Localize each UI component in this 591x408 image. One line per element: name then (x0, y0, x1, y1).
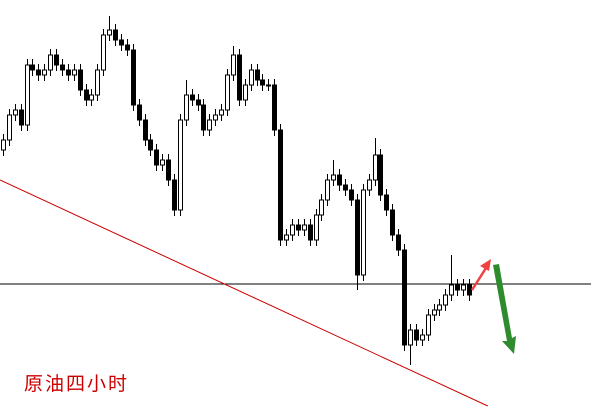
red-arrow-head (480, 259, 491, 271)
candle-body (72, 69, 77, 76)
candle-body (143, 119, 148, 141)
candle-body (166, 159, 171, 181)
candle-body (337, 174, 342, 186)
candle-body (131, 49, 136, 106)
candle-body (319, 199, 324, 216)
candle-body (331, 174, 336, 181)
candle-body (408, 329, 413, 346)
candle-body (25, 64, 30, 126)
candle-body (160, 159, 165, 166)
candle-body (184, 94, 189, 121)
candle-body (89, 94, 94, 101)
arrows (470, 259, 516, 354)
candle-body (272, 84, 277, 131)
candle-body (367, 179, 372, 191)
candle-body (278, 129, 283, 241)
candle-body (378, 154, 383, 196)
red-arrow-shaft (470, 267, 488, 291)
candle-body (243, 84, 248, 101)
candle-body (290, 224, 295, 236)
candle-body (420, 334, 425, 341)
candle-body (36, 69, 41, 76)
candle-body (260, 79, 265, 86)
candle-body (314, 214, 319, 241)
candle-body (266, 84, 271, 87)
candle-body (66, 69, 71, 76)
candle-body (213, 114, 218, 121)
candle-body (308, 224, 313, 241)
candle-body (349, 189, 354, 201)
candle-body (125, 44, 130, 51)
candle-body (467, 284, 472, 296)
candle-body (343, 184, 348, 191)
candle-body (1, 139, 6, 151)
candle-body (449, 284, 454, 296)
candle-body (284, 234, 289, 241)
candle-body (225, 74, 230, 111)
candle-body (426, 314, 431, 336)
candle-body (231, 54, 236, 76)
trend-line (0, 179, 488, 407)
candle-body (255, 69, 260, 81)
candle-body (84, 89, 89, 101)
candle-body (461, 284, 466, 291)
candle-body (390, 209, 395, 236)
green-arrow (493, 264, 516, 354)
candle-body (95, 69, 100, 96)
candle-body (296, 224, 301, 231)
candle-body (119, 39, 124, 46)
candle-body (373, 154, 378, 181)
candle-body (154, 149, 159, 166)
candle-body (455, 284, 460, 291)
candle-body (19, 109, 24, 126)
candle-body (437, 304, 442, 311)
candle-body (190, 94, 195, 101)
candle-body (237, 54, 242, 101)
candle-body (443, 294, 448, 306)
candle-body (361, 189, 366, 276)
candle-body (7, 114, 12, 141)
candle-body (384, 194, 389, 211)
candle-body (325, 179, 330, 201)
candle-body (201, 104, 206, 131)
candle-body (148, 139, 153, 151)
candle-body (137, 104, 142, 121)
candle-body (178, 119, 183, 211)
candle-body (396, 234, 401, 251)
candle-body (13, 109, 18, 116)
candle-body (432, 309, 437, 316)
candle-body (48, 54, 53, 71)
candle-body (42, 69, 47, 76)
candle-body (249, 69, 254, 86)
candle-body (172, 179, 177, 211)
candle-body (219, 109, 224, 116)
candle-body (54, 54, 59, 66)
candle-body (60, 64, 65, 71)
candle-body (107, 29, 112, 36)
candle-body (402, 249, 407, 346)
candle-body (207, 119, 212, 131)
chart-title: 原油四小时 (24, 373, 129, 395)
candle-body (414, 329, 419, 341)
candle-body (196, 99, 201, 106)
candle-body (113, 29, 118, 41)
candle-body (302, 224, 307, 231)
candle-body (101, 34, 106, 71)
candle-body (355, 199, 360, 276)
candle-body (30, 64, 35, 71)
candle-body (78, 69, 83, 91)
